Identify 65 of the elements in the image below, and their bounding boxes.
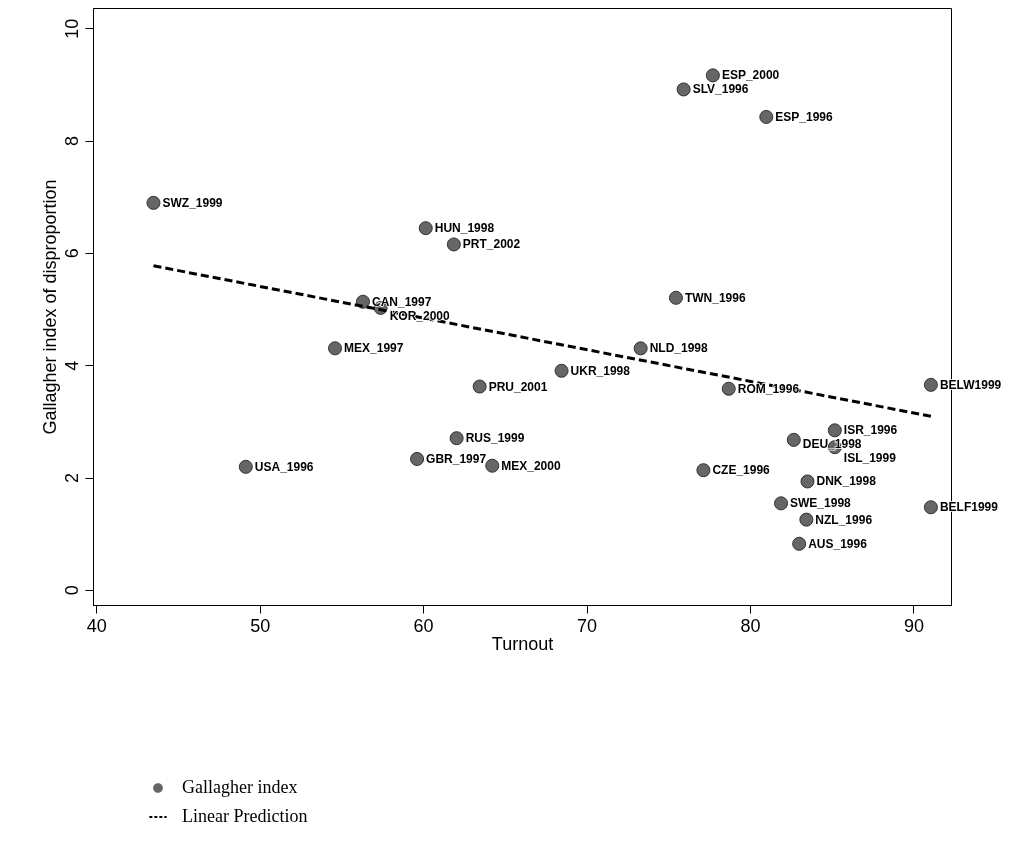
point [554, 363, 569, 378]
annotation: SLV_1996 [692, 82, 749, 97]
x-tick-label: 60 [413, 615, 434, 636]
point [633, 341, 648, 356]
point [238, 459, 253, 474]
point [146, 195, 161, 210]
legend-label: Linear Prediction [182, 806, 308, 826]
annotation: PRU_2001 [488, 379, 548, 394]
point [827, 423, 842, 438]
y-tick-label: 6 [61, 248, 82, 259]
point [446, 237, 461, 252]
annotation: MEX_2000 [501, 458, 561, 473]
point [705, 68, 720, 83]
annotation: ESP_1996 [775, 109, 834, 124]
annotation: DNK_1998 [816, 474, 877, 489]
x-tick-label: 50 [250, 615, 271, 636]
point [923, 377, 938, 392]
point [472, 379, 487, 394]
annotation: CAN_1997 [371, 294, 432, 309]
annotation: MEX_1997 [344, 341, 404, 356]
x-tick-label: 70 [577, 615, 598, 636]
x-tick-label: 80 [740, 615, 761, 636]
annotation: CZE_1996 [712, 463, 771, 478]
annotation: UKR_1998 [570, 363, 631, 378]
point [786, 432, 801, 447]
annotation: GBR_1997 [426, 451, 487, 466]
y-tick-label: 2 [61, 473, 82, 484]
x-axis-title: Turnout [491, 633, 554, 654]
point [799, 512, 814, 527]
annotation: ROM_1996 [737, 381, 800, 396]
annotation: ISL_1999 [843, 451, 897, 466]
annotation: NLD_1998 [649, 341, 709, 356]
point [774, 496, 789, 511]
point [792, 536, 807, 551]
x-tick-label: 40 [86, 615, 107, 636]
y-axis-title: Gallagher index of disproportion [39, 179, 60, 435]
legend-label: Gallagher index [182, 777, 298, 797]
annotation: USA_1996 [254, 459, 314, 474]
y-tick-label: 0 [61, 585, 82, 596]
annotation: AUS_1996 [808, 536, 868, 551]
y-tick-label: 8 [61, 136, 82, 147]
annotation: TWN_1996 [684, 290, 746, 305]
point [800, 474, 815, 489]
point [410, 451, 425, 466]
x-tick-label: 90 [903, 615, 924, 636]
annotation: HUN_1998 [434, 221, 495, 236]
point [418, 221, 433, 236]
annotation: RUS_1999 [465, 431, 525, 446]
point [668, 290, 683, 305]
point [449, 431, 464, 446]
point [696, 463, 711, 478]
point [676, 82, 691, 97]
y-tick-label: 4 [61, 360, 82, 371]
point [485, 458, 500, 473]
point [923, 500, 938, 515]
annotation: ISR_1996 [843, 423, 898, 438]
y-tick-label: 10 [61, 18, 82, 39]
annotation: SWZ_1999 [162, 195, 223, 210]
annotation: SWE_1998 [790, 496, 852, 511]
annotation: PRT_2002 [462, 237, 521, 252]
point [328, 341, 343, 356]
annotation: NZL_1996 [815, 512, 873, 527]
point [721, 381, 736, 396]
point [759, 109, 774, 124]
annotation: ESP_2000 [721, 68, 780, 83]
